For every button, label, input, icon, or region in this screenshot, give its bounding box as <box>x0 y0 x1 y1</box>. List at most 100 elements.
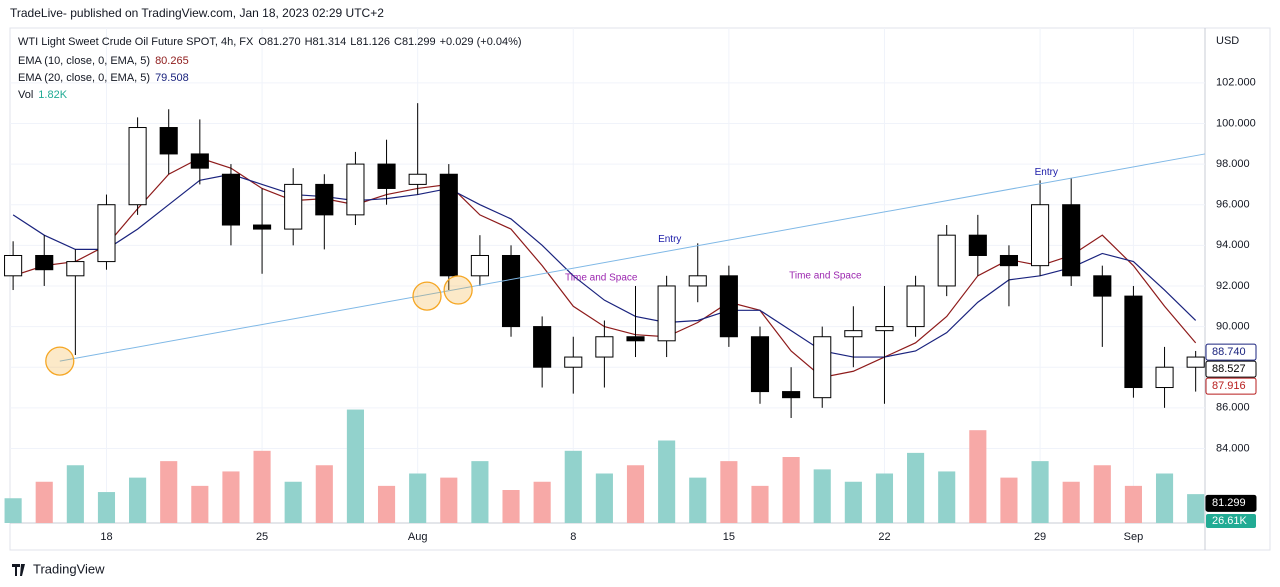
ohlc-key: C <box>394 36 402 48</box>
volume-bar <box>471 461 489 523</box>
volume-bar <box>938 471 956 523</box>
trend-line <box>59 153 1206 362</box>
legend-volume: Vol 1.82K <box>18 89 68 101</box>
candle-body <box>284 183 303 230</box>
legend-name: EMA (20, close, 0, EMA, 5) <box>18 72 150 84</box>
y-tick-label: 84.000 <box>1216 442 1250 454</box>
candle-body <box>408 173 427 185</box>
candle-body <box>1124 295 1143 389</box>
ohlc-value: 81.270 <box>267 36 301 48</box>
annotation: Time and Space <box>565 272 638 283</box>
chart-frame <box>9 27 1271 551</box>
x-tick-label: 29 <box>1034 531 1046 543</box>
candle-body <box>782 391 801 399</box>
y-tick-label: 90.000 <box>1216 320 1250 332</box>
candle-body <box>813 336 832 399</box>
x-tick-label: 15 <box>723 531 735 543</box>
candle-body <box>501 254 521 328</box>
price-tag-label: 88.740 <box>1212 346 1246 358</box>
candle-body <box>4 254 23 277</box>
y-tick-label: 100.000 <box>1216 117 1256 129</box>
candle-body <box>315 183 334 216</box>
candle-body <box>66 261 85 277</box>
legend-name: EMA (10, close, 0, EMA, 5) <box>18 55 150 67</box>
price-tag <box>1205 360 1257 378</box>
volume-bar <box>1093 465 1111 523</box>
candle-body <box>688 275 707 287</box>
price-tag-label: 81.299 <box>1212 497 1246 509</box>
volume-bar <box>315 465 333 523</box>
volume-bar <box>1155 473 1174 523</box>
candle-body <box>719 275 738 338</box>
candle-body <box>1031 204 1050 267</box>
legend-symbol: WTI Light Sweet Crude Oil Future SPOT, 4… <box>18 36 254 48</box>
candle-body <box>1093 275 1112 297</box>
x-tick-label: 22 <box>878 531 890 543</box>
candle-body <box>1062 204 1081 277</box>
candle-body <box>999 254 1019 267</box>
candle-body <box>657 285 676 342</box>
y-tick-label: 92.000 <box>1216 280 1250 292</box>
candle-body <box>470 254 489 277</box>
volume-bar <box>377 485 396 523</box>
ohlc-value: 81.299 <box>402 36 436 48</box>
volume-bar <box>533 481 551 523</box>
legend-name: Vol <box>18 89 33 101</box>
candle-body <box>906 285 925 328</box>
candle-body <box>97 204 116 263</box>
volume-bar <box>409 473 427 523</box>
volume-bar <box>346 409 364 523</box>
candle-body <box>533 326 552 368</box>
candle-body <box>595 336 614 358</box>
price-tag-label: 88.527 <box>1212 363 1246 375</box>
x-tick-label: Sep <box>1124 531 1144 543</box>
volume-bar <box>720 461 738 523</box>
y-tick-label: 98.000 <box>1216 158 1250 170</box>
volume-bar <box>253 450 271 523</box>
volume-bar <box>4 498 22 523</box>
volume-bar <box>595 473 613 523</box>
volume-bar <box>1062 481 1080 523</box>
publish-header: TradeLive- published on TradingView.com,… <box>10 6 384 20</box>
x-tick-label: 18 <box>100 531 112 543</box>
volume-bar <box>689 477 707 523</box>
volume-bar <box>875 473 894 523</box>
highlight-circle <box>443 275 473 305</box>
legend-value: 80.265 <box>155 55 189 67</box>
volume-bar <box>564 450 582 523</box>
candle-body <box>564 356 583 368</box>
legend-ema: EMA (20, close, 0, EMA, 5) 79.508 <box>18 72 189 84</box>
candle-body <box>159 127 178 155</box>
candle-body <box>253 224 272 230</box>
volume-bar <box>907 452 925 523</box>
x-tick-label: 25 <box>256 531 268 543</box>
volume-bar <box>626 465 645 523</box>
volume-bar <box>782 457 800 523</box>
volume-bar <box>751 485 769 523</box>
legend-ema: EMA (10, close, 0, EMA, 5) 80.265 <box>18 55 189 67</box>
candle-body <box>1186 356 1205 368</box>
volume-tag <box>1206 514 1256 528</box>
legend-value: 79.508 <box>155 72 189 84</box>
x-tick-label: 8 <box>570 531 576 543</box>
volume-bar <box>1124 485 1142 523</box>
candle-body <box>844 330 863 338</box>
candle-body <box>439 173 458 277</box>
legend-title: WTI Light Sweet Crude Oil Future SPOT, 4… <box>18 36 522 48</box>
ohlc-value: 81.314 <box>313 36 347 48</box>
candle-body <box>221 173 241 226</box>
volume-bar <box>1000 477 1018 523</box>
x-tick-label: Aug <box>408 531 428 543</box>
ohlc-value: 81.126 <box>356 36 390 48</box>
price-tag-label: 87.916 <box>1212 380 1246 392</box>
candle-body <box>190 153 209 169</box>
ohlc-key: L <box>350 36 356 48</box>
volume-bar <box>35 481 53 523</box>
volume-bar <box>969 430 987 523</box>
price-tag <box>1205 377 1257 395</box>
volume-bar <box>1187 494 1205 523</box>
price-tag <box>1205 343 1257 361</box>
y-tick-label: 94.000 <box>1216 239 1250 251</box>
price-tag <box>1205 494 1257 512</box>
